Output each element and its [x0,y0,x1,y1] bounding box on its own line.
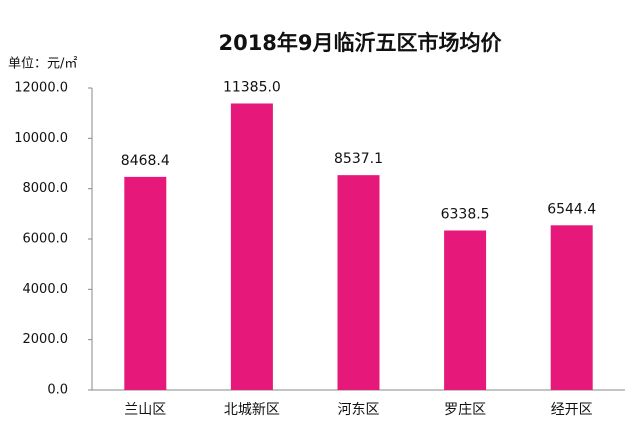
x-tick-label: 北城新区 [224,402,280,418]
y-tick-label: 8000.0 [23,181,69,196]
bar [444,230,487,390]
y-tick-label: 2000.0 [23,332,69,347]
unit-label: 单位：元/㎡ [8,57,77,72]
chart-title: 2018年9月临沂五区市场均价 [218,31,502,55]
x-tick-label: 兰山区 [124,402,166,418]
x-tick-label: 罗庄区 [444,401,486,418]
x-tick-label: 经开区 [551,402,593,418]
bar [550,225,593,390]
y-tick-label: 0.0 [47,383,68,398]
y-tick-label: 4000.0 [23,282,69,297]
value-label: 8537.1 [334,151,383,167]
y-tick-label: 12000.0 [14,81,68,96]
value-label: 6338.5 [441,206,490,222]
value-label: 11385.0 [223,79,281,95]
y-tick-label: 6000.0 [23,232,69,247]
bar [124,176,167,390]
bar [337,175,380,390]
bar [230,103,273,390]
y-tick-label: 10000.0 [14,131,68,146]
x-tick-label: 河东区 [338,402,380,418]
value-label: 6544.4 [547,201,596,217]
value-label: 8468.4 [121,153,170,169]
